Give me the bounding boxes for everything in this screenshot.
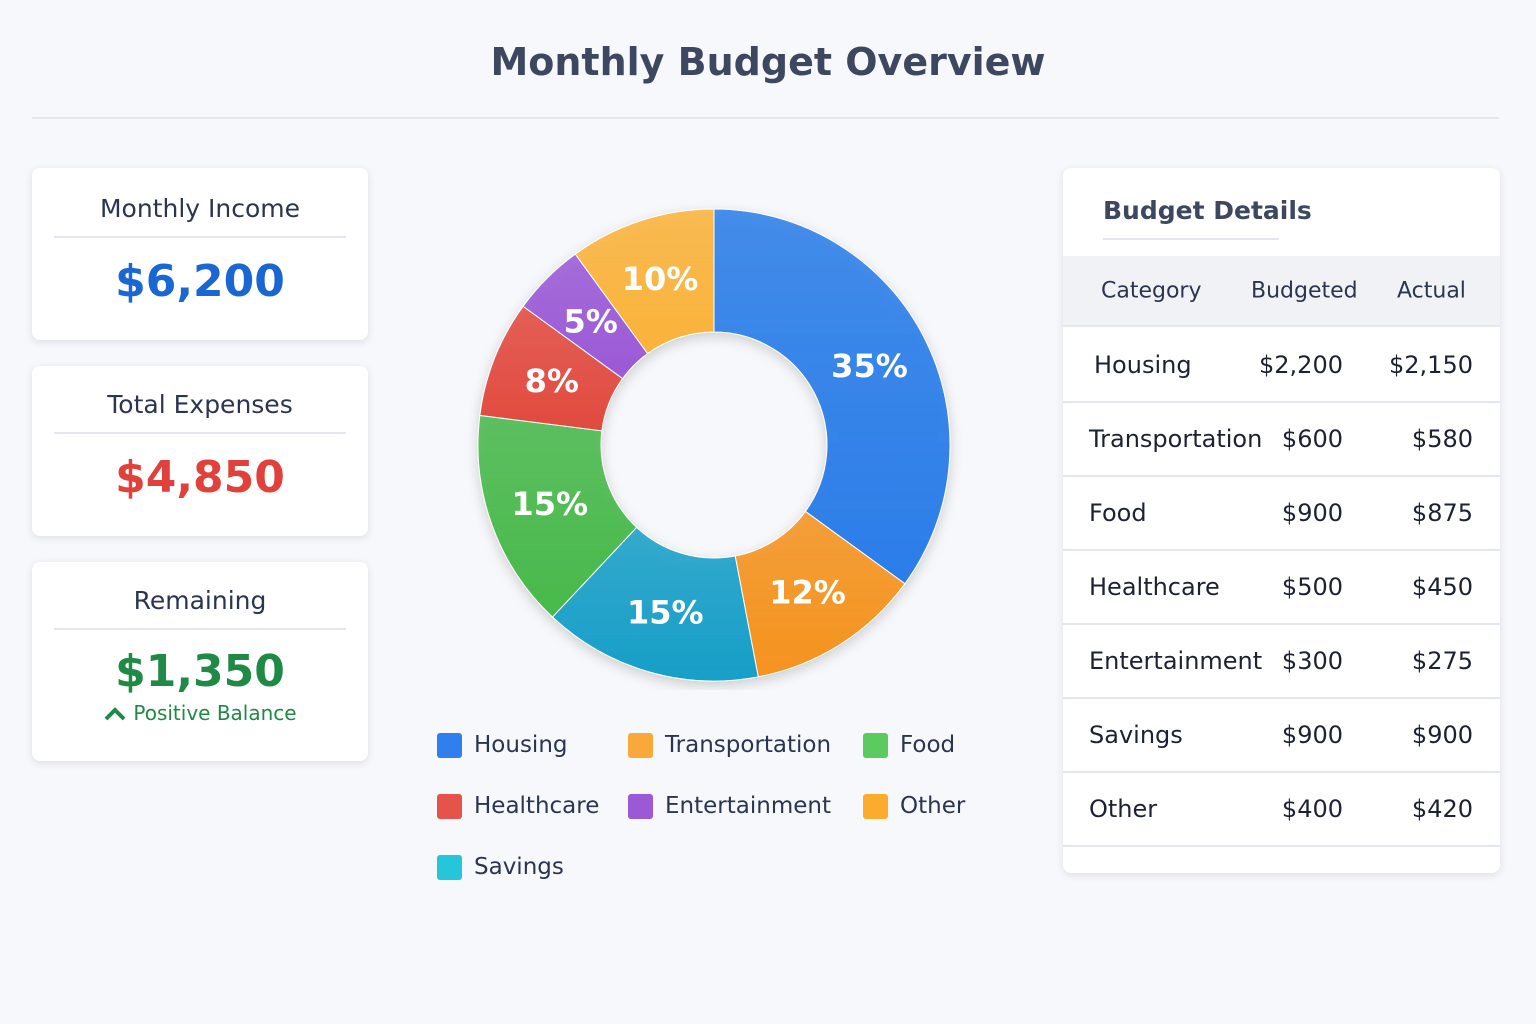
cell-category: Transportation (1089, 425, 1263, 453)
cell-budgeted: $300 (1281, 647, 1343, 675)
table-title: Budget Details (1103, 196, 1312, 225)
header-actual: Actual (1397, 278, 1466, 303)
legend-swatch (628, 793, 653, 819)
table-row: Healthcare $500 $450 (1063, 551, 1500, 625)
slice-label-savings: 15% (627, 594, 704, 632)
legend-label: Healthcare (474, 793, 600, 819)
cell-category: Other (1089, 795, 1158, 823)
page-title: Monthly Budget Overview (490, 40, 1046, 84)
legend-item: Healthcare (437, 793, 599, 819)
legend-label: Other (900, 793, 966, 819)
chevron-up-icon (104, 707, 126, 721)
legend-label: Food (900, 732, 956, 758)
legend-item: Housing (437, 732, 568, 758)
legend-swatch (437, 732, 462, 758)
slice-savings (551, 526, 759, 682)
slice-label-food: 15% (512, 485, 589, 523)
legend-item: Other (863, 793, 965, 819)
table-row: Other $400 $420 (1063, 773, 1500, 847)
legend-label: Housing (474, 732, 568, 758)
cell-actual: $420 (1411, 795, 1473, 823)
table-header: Category Budgeted Actual (1063, 256, 1500, 327)
slice-label-healthcare: 8% (525, 362, 579, 400)
slice-food (477, 414, 638, 618)
legend-item: Entertainment (628, 793, 831, 819)
expenses-label: Total Expenses (107, 390, 293, 419)
slice-housing (713, 208, 951, 585)
slice-label-housing: 35% (831, 347, 908, 385)
divider (54, 236, 346, 238)
cell-budgeted: $400 (1281, 795, 1343, 823)
legend-swatch (863, 732, 888, 758)
remaining-value: $1,350 (115, 646, 285, 697)
legend-label: Savings (474, 854, 564, 880)
legend-label: Entertainment (665, 793, 831, 819)
remaining-label: Remaining (133, 586, 267, 615)
remaining-card: Remaining $1,350 Positive Balance (32, 562, 368, 761)
cell-actual: $580 (1411, 425, 1473, 453)
slice-label-entertainment: 5% (563, 303, 617, 341)
cell-category: Food (1089, 499, 1147, 527)
legend-label: Transportation (665, 732, 832, 758)
cell-actual: $275 (1411, 647, 1473, 675)
title-underline (1103, 238, 1279, 240)
table-row: Transportation $600 $580 (1063, 403, 1500, 477)
cell-category: Healthcare (1089, 573, 1220, 601)
expenses-card: Total Expenses $4,850 (32, 366, 368, 536)
budget-details-table: Budget Details Category Budgeted Actual … (1063, 168, 1500, 873)
legend-swatch (437, 793, 462, 819)
income-label: Monthly Income (99, 194, 301, 223)
income-value: $6,200 (115, 256, 285, 307)
cell-budgeted: $900 (1281, 721, 1343, 749)
cell-budgeted: $2,200 (1259, 351, 1343, 379)
header-category: Category (1101, 278, 1202, 303)
income-card: Monthly Income $6,200 (32, 168, 368, 340)
legend-item: Savings (437, 854, 564, 880)
divider (54, 628, 346, 630)
legend-swatch (863, 793, 888, 819)
donut-chart: 35% 12% 15% 15% 8% 5%10% (477, 208, 951, 682)
cell-budgeted: $900 (1281, 499, 1343, 527)
title-divider (32, 117, 1499, 119)
table-row: Entertainment $300 $275 (1063, 625, 1500, 699)
slice-other (574, 208, 715, 355)
table-row: Food $900 $875 (1063, 477, 1500, 551)
table-row: Housing $2,200 $2,150 (1063, 329, 1500, 403)
expenses-value: $4,850 (115, 452, 285, 503)
legend-item: Transportation (628, 732, 831, 758)
balance-note: Positive Balance (133, 701, 297, 725)
cell-actual: $900 (1411, 721, 1473, 749)
balance-status: Positive Balance (32, 701, 368, 725)
cell-budgeted: $500 (1281, 573, 1343, 601)
header-budgeted: Budgeted (1251, 278, 1358, 303)
cell-category: Entertainment (1089, 647, 1263, 675)
divider (54, 432, 346, 434)
cell-actual: $450 (1411, 573, 1473, 601)
cell-budgeted: $600 (1281, 425, 1343, 453)
cell-category: Savings (1089, 721, 1183, 749)
cell-actual: $875 (1411, 499, 1473, 527)
legend-item: Food (863, 732, 955, 758)
table-row: Savings $900 $900 (1063, 699, 1500, 773)
legend-swatch (628, 732, 653, 758)
slice-label-transportation: 12% (769, 573, 846, 611)
cell-category: Housing (1094, 351, 1192, 379)
legend-swatch (437, 854, 462, 880)
slice-label-other: 10% (622, 260, 699, 298)
cell-actual: $2,150 (1389, 351, 1473, 379)
